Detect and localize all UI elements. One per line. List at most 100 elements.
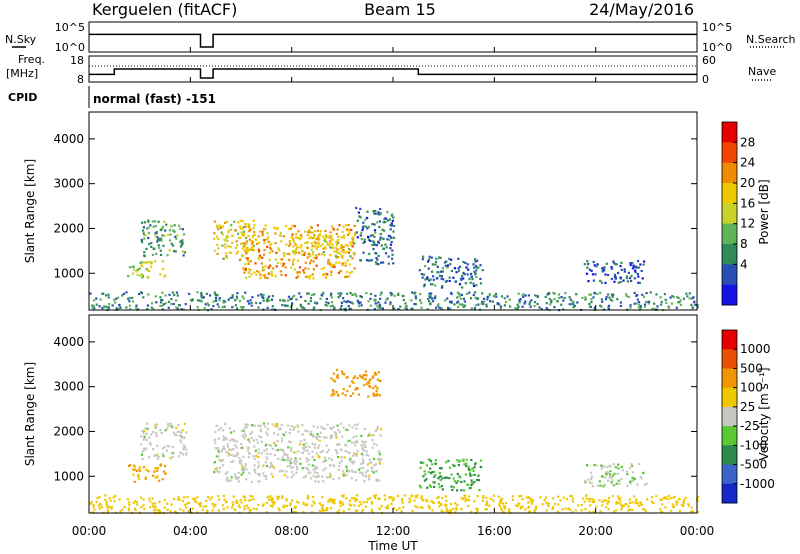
power-cell [280, 258, 283, 261]
velocity-cell [469, 486, 472, 489]
power-cell [223, 221, 227, 224]
velocity-cell [470, 510, 473, 513]
power-cell [324, 303, 327, 307]
power-cell [342, 251, 346, 254]
velocity-cell [299, 462, 302, 465]
power-cell [438, 274, 441, 277]
velocity-cell [257, 503, 260, 506]
power-colorbar-title: Power [dB] [757, 179, 771, 244]
power-cell [348, 307, 351, 310]
velocity-cell [342, 474, 346, 477]
power-cell [103, 306, 106, 309]
power-cell [447, 308, 450, 311]
velocity-cell [287, 459, 290, 462]
power-cell [360, 238, 363, 241]
velocity-cell [98, 507, 101, 510]
power-cell [609, 298, 612, 301]
velocity-cell [241, 430, 244, 433]
power-cell [99, 298, 102, 301]
power-cell [307, 267, 310, 270]
power-cell [588, 302, 591, 306]
power-cell [426, 276, 429, 279]
velocity-cell [292, 426, 295, 429]
velocity-cell [670, 509, 673, 512]
velocity-cell [207, 496, 210, 499]
velocity-cell [257, 464, 261, 467]
velocity-cell [659, 498, 662, 501]
power-cell [250, 304, 253, 307]
velocity-cell [354, 388, 357, 391]
velocity-cell [318, 439, 321, 442]
velocity-cell [422, 475, 425, 478]
velocity-cell [348, 459, 352, 463]
velocity-cell [180, 435, 183, 438]
velocity-cell [267, 422, 270, 425]
power-cell [91, 304, 94, 307]
power-cell [240, 306, 243, 309]
power-cell [381, 228, 384, 231]
velocity-cell [218, 466, 222, 469]
velocity-cell [347, 429, 350, 432]
power-cell [150, 245, 153, 248]
power-cell [467, 268, 470, 271]
velocity-cell [333, 431, 336, 434]
power-cell [391, 219, 394, 222]
power-cell [244, 225, 247, 228]
velocity-cell [612, 510, 616, 513]
power-cell [558, 296, 561, 299]
velocity-cell [244, 499, 247, 502]
velocity-cell [222, 504, 225, 507]
power-cell [373, 298, 376, 301]
power-cell [362, 225, 365, 228]
power-cell [660, 300, 663, 303]
velocity-cell [462, 458, 465, 461]
power-cell [550, 301, 553, 304]
power-cell [637, 306, 640, 309]
velocity-cell [612, 484, 615, 487]
power-cell [379, 212, 382, 215]
power-cell [461, 286, 464, 289]
velocity-cell [304, 429, 307, 432]
power-cell [402, 298, 405, 302]
power-cell [349, 255, 352, 258]
power-cell [364, 218, 367, 221]
power-cell [307, 231, 310, 234]
power-cell [384, 243, 387, 246]
power-cell [553, 306, 556, 309]
velocity-cell [353, 504, 356, 507]
power-cell [287, 252, 290, 256]
velocity-cell [220, 459, 223, 463]
velocity-cell [265, 456, 268, 459]
velocity-cell [501, 497, 504, 500]
velocity-cell [240, 473, 243, 476]
power-cell [500, 295, 504, 298]
velocity-cell [221, 447, 224, 450]
power-cell [611, 299, 614, 302]
velocity-cell [485, 500, 488, 503]
power-cell [534, 301, 537, 304]
power-cell [289, 298, 292, 301]
velocity-cell [239, 446, 243, 450]
range-tick-label: 3000 [53, 177, 84, 191]
power-cell [545, 302, 548, 305]
velocity-cell [109, 499, 112, 502]
velocity-cell [140, 453, 143, 456]
velocity-cell [376, 479, 379, 482]
velocity-cell [440, 509, 443, 512]
velocity-cell [282, 505, 285, 509]
velocity-cell [295, 460, 298, 463]
velocity-cell [339, 448, 342, 451]
velocity-cell [365, 450, 368, 453]
power-cell [241, 295, 244, 298]
power-cell [503, 297, 506, 300]
power-cell [458, 303, 462, 306]
power-cell [488, 294, 491, 297]
power-cell [377, 254, 380, 257]
velocity-cell [242, 495, 245, 498]
velocity-cell [151, 502, 154, 505]
power-cell [231, 234, 234, 237]
velocity-cell [414, 505, 417, 508]
power-cell [641, 277, 644, 280]
velocity-cell [490, 498, 493, 501]
